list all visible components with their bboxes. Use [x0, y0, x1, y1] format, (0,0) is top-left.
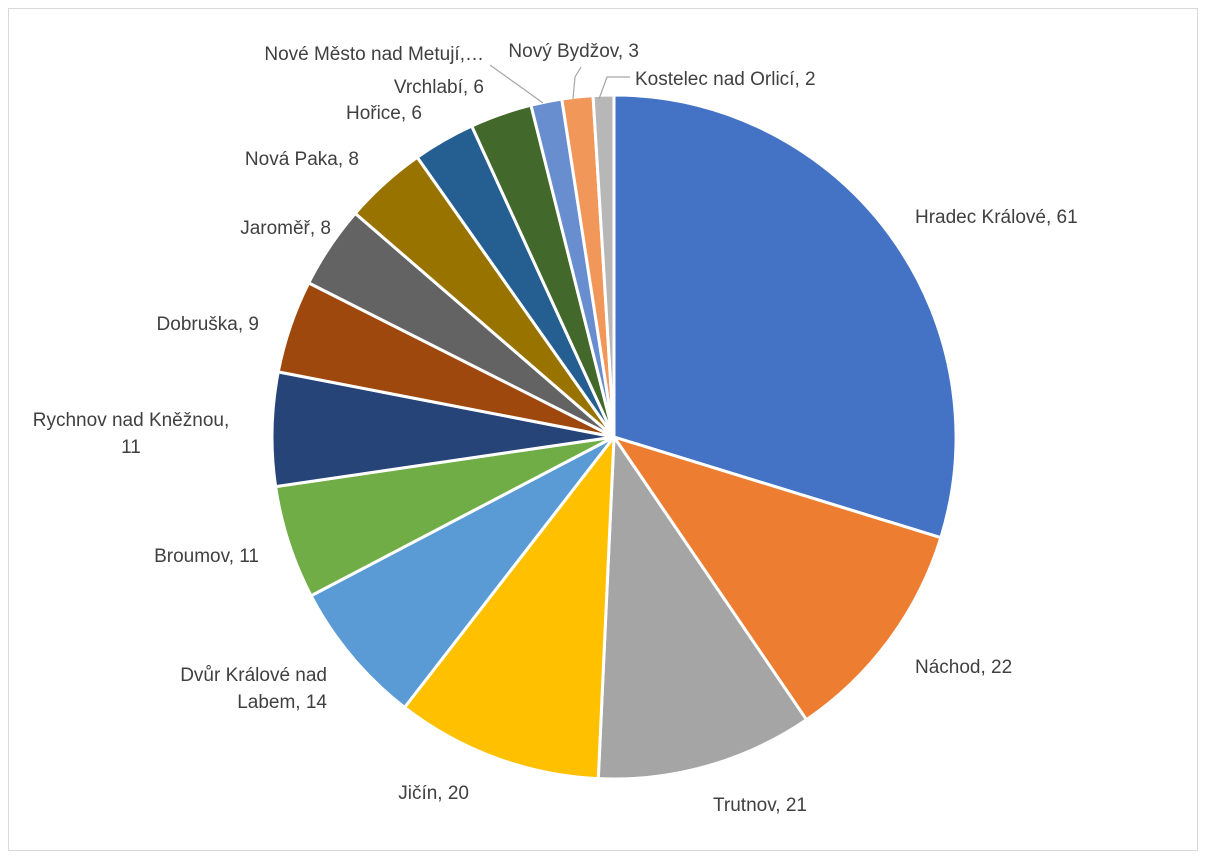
data-labels: Hradec Králové, 61 Náchod, 22 Trutnov, 21 J…	[33, 41, 1078, 816]
chart-area: Hradec Králové, 61 Náchod, 22 Trutnov, 21 J…	[8, 8, 1198, 851]
slice-label: Náchod, 22	[915, 657, 1012, 678]
slice-label: Trutnov, 21	[713, 795, 807, 816]
pie-slice	[591, 93, 616, 439]
pie-slice	[612, 93, 958, 540]
slice-label: Nový Bydžov, 3	[508, 41, 639, 62]
slice-label: Hradec Králové, 61	[915, 207, 1078, 228]
slice-label: Rychnov nad Kněžnou, 11	[33, 410, 229, 458]
pie-slice	[403, 435, 616, 781]
pie-chart: Hradec Králové, 61 Náchod, 22 Trutnov, 21 J…	[33, 41, 1078, 816]
slice-label: Jaroměř, 8	[240, 218, 331, 239]
leader-lines	[489, 64, 630, 104]
pie-slices	[270, 93, 958, 781]
slice-label: Jičín, 20	[398, 783, 469, 804]
slice-label: Nové Město nad Metují,…	[264, 44, 484, 65]
leader-line	[598, 76, 630, 100]
slice-label: Dobruška, 9	[157, 314, 259, 335]
slice-label: Kostelec nad Orlicí, 2	[635, 69, 816, 90]
slice-label: Broumov, 11	[154, 546, 259, 567]
pie-slice	[612, 435, 943, 722]
slice-label: Vrchlabí, 6	[394, 77, 484, 98]
slice-label: Hořice, 6	[346, 103, 422, 124]
leader-line	[572, 66, 582, 100]
pie-slice	[596, 435, 808, 781]
leader-line	[489, 64, 544, 104]
pie-slice	[309, 435, 616, 709]
slice-label: Nová Paka, 8	[245, 149, 359, 170]
slice-label: Dvůr Králové nad Labem, 14	[180, 665, 327, 713]
